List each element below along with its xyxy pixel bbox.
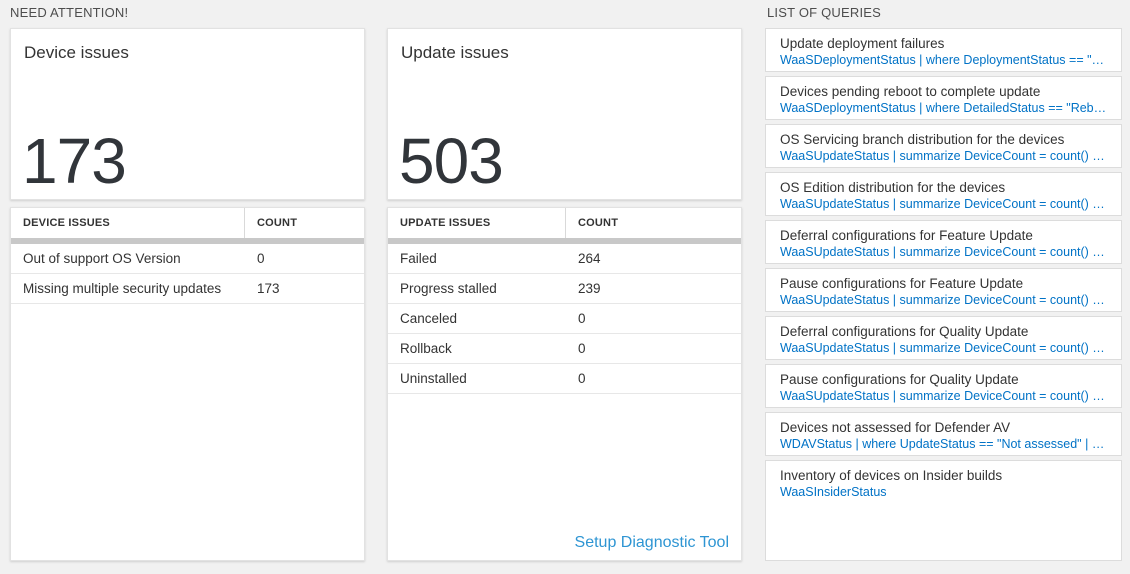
update-table-header: UPDATE ISSUES COUNT [388,208,741,238]
query-list-item[interactable]: OS Edition distribution for the devices … [765,172,1122,216]
query-list-item[interactable]: Pause configurations for Feature Update … [765,268,1122,312]
row-label: Uninstalled [400,371,467,386]
table-row[interactable]: Progress stalled 239 [388,274,741,304]
table-row[interactable]: Canceled 0 [388,304,741,334]
update-table-header-count: COUNT [578,217,619,229]
query-title: OS Servicing branch distribution for the… [780,132,1065,147]
table-row[interactable]: Rollback 0 [388,334,741,364]
row-count: 0 [578,341,586,356]
device-issues-total: 173 [22,125,127,197]
query-list-item[interactable]: Devices not assessed for Defender AV WDA… [765,412,1122,456]
row-label: Canceled [400,311,458,326]
query-snippet-link[interactable]: WaaSUpdateStatus | summarize DeviceCount… [780,341,1107,355]
query-snippet-link[interactable]: WaaSUpdateStatus | summarize DeviceCount… [780,149,1107,163]
table-row[interactable]: Uninstalled 0 [388,364,741,394]
row-label: Out of support OS Version [23,251,181,266]
update-issues-title: Update issues [401,43,509,62]
row-label: Missing multiple security updates [23,281,222,296]
query-snippet-link[interactable]: WaaSUpdateStatus | summarize DeviceCount… [780,197,1107,211]
query-list-item[interactable]: Update deployment failures WaaSDeploymen… [765,28,1122,72]
query-list: Update deployment failures WaaSDeploymen… [765,28,1122,561]
query-title: Update deployment failures [780,36,945,51]
row-label: Rollback [400,341,452,356]
query-snippet-link[interactable]: WaaSDeploymentStatus | where DetailedSta… [780,101,1107,115]
update-issues-table: UPDATE ISSUES COUNT Failed 264 Progress … [387,207,742,561]
row-count: 239 [578,281,601,296]
query-title: OS Edition distribution for the devices [780,180,1006,195]
device-issues-tile[interactable]: Device issues 173 [10,28,365,200]
query-snippet-link[interactable]: WaaSUpdateStatus | summarize DeviceCount… [780,245,1107,259]
row-count: 0 [578,311,586,326]
device-issues-title: Device issues [24,43,129,62]
device-issues-column: Device issues 173 DEVICE ISSUES COUNT Ou… [10,28,365,561]
query-snippet-link[interactable]: WaaSDeploymentStatus | where DeploymentS… [780,53,1107,67]
device-issues-table: DEVICE ISSUES COUNT Out of support OS Ve… [10,207,365,561]
device-table-header-issues: DEVICE ISSUES [11,208,245,238]
update-table-header-issues: UPDATE ISSUES [388,208,566,238]
query-list-item[interactable]: OS Servicing branch distribution for the… [765,124,1122,168]
query-title: Deferral configurations for Feature Upda… [780,228,1033,243]
setup-diagnostic-tool-link[interactable]: Setup Diagnostic Tool [574,534,729,551]
device-table-header-count: COUNT [257,217,298,229]
query-snippet-link[interactable]: WaaSUpdateStatus | summarize DeviceCount… [780,389,1107,403]
device-table-scrollbar[interactable] [11,238,364,244]
row-count: 0 [257,251,265,266]
query-title: Devices not assessed for Defender AV [780,420,1011,435]
update-table-scrollbar[interactable] [388,238,741,244]
query-list-item[interactable]: Pause configurations for Quality Update … [765,364,1122,408]
row-count: 264 [578,251,601,266]
row-label: Progress stalled [400,281,497,296]
query-title: Inventory of devices on Insider builds [780,468,1003,483]
device-table-header: DEVICE ISSUES COUNT [11,208,364,238]
row-count: 0 [578,371,586,386]
query-title: Devices pending reboot to complete updat… [780,84,1041,99]
table-row[interactable]: Out of support OS Version 0 [11,244,364,274]
query-snippet-link[interactable]: WaaSUpdateStatus | summarize DeviceCount… [780,293,1107,307]
query-title: Pause configurations for Feature Update [780,276,1024,291]
table-row[interactable]: Missing multiple security updates 173 [11,274,364,304]
query-title: Pause configurations for Quality Update [780,372,1019,387]
update-issues-column: Update issues 503 UPDATE ISSUES COUNT Fa… [387,28,742,561]
query-snippet-link[interactable]: WDAVStatus | where UpdateStatus == "Not … [780,437,1107,451]
query-list-item[interactable]: Inventory of devices on Insider builds W… [765,460,1122,561]
table-row[interactable]: Failed 264 [388,244,741,274]
query-title: Deferral configurations for Quality Upda… [780,324,1029,339]
row-count: 173 [257,281,280,296]
update-issues-tile[interactable]: Update issues 503 [387,28,742,200]
list-of-queries-heading: LIST OF QUERIES [767,5,882,20]
need-attention-heading: NEED ATTENTION! [10,5,129,20]
query-list-item[interactable]: Devices pending reboot to complete updat… [765,76,1122,120]
query-snippet-link[interactable]: WaaSInsiderStatus [780,485,887,499]
query-list-item[interactable]: Deferral configurations for Feature Upda… [765,220,1122,264]
row-label: Failed [400,251,437,266]
update-issues-total: 503 [399,125,504,197]
query-list-item[interactable]: Deferral configurations for Quality Upda… [765,316,1122,360]
